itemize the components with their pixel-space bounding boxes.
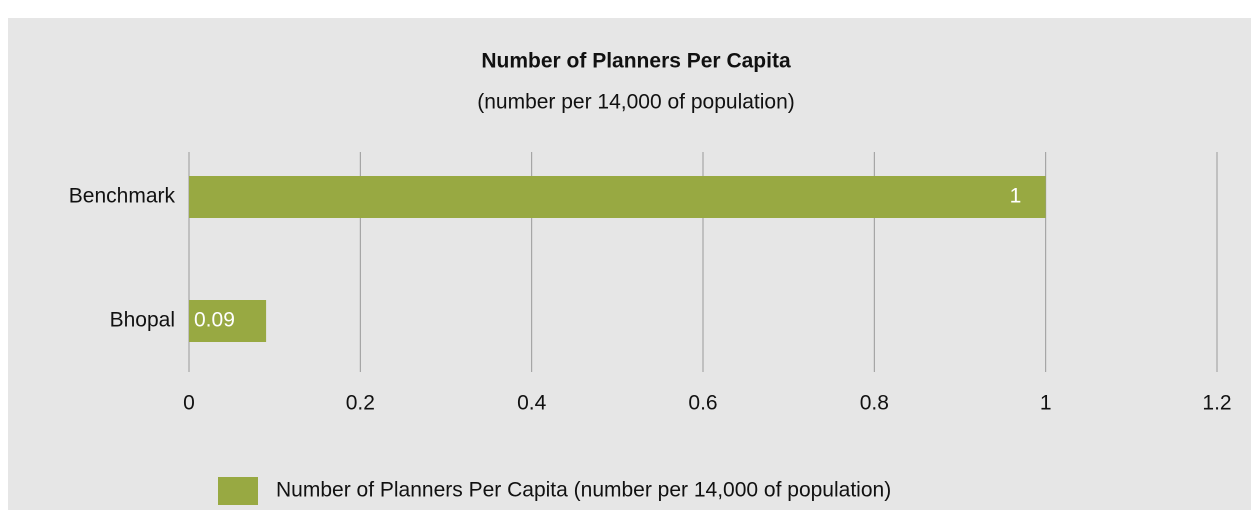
chart-background	[8, 18, 1251, 510]
chart-title: Number of Planners Per Capita	[481, 50, 791, 73]
value-label: 1	[1010, 185, 1022, 208]
legend-swatch	[218, 477, 258, 505]
x-tick-label: 0	[183, 392, 195, 415]
x-tick-label: 0.4	[517, 392, 547, 415]
x-tick-label: 0.8	[860, 392, 889, 415]
chart-subtitle: (number per 14,000 of population)	[477, 91, 795, 114]
bar	[189, 300, 267, 342]
x-tick-label: 1.2	[1202, 392, 1231, 415]
bar	[189, 176, 1046, 218]
value-label: 0.09	[194, 309, 235, 332]
y-tick-label: Benchmark	[69, 185, 176, 208]
x-tick-label: 0.6	[688, 392, 717, 415]
x-tick-label: 0.2	[346, 392, 375, 415]
y-tick-label: Bhopal	[110, 309, 175, 332]
legend-label: Number of Planners Per Capita (number pe…	[276, 479, 891, 502]
x-tick-label: 1	[1040, 392, 1052, 415]
